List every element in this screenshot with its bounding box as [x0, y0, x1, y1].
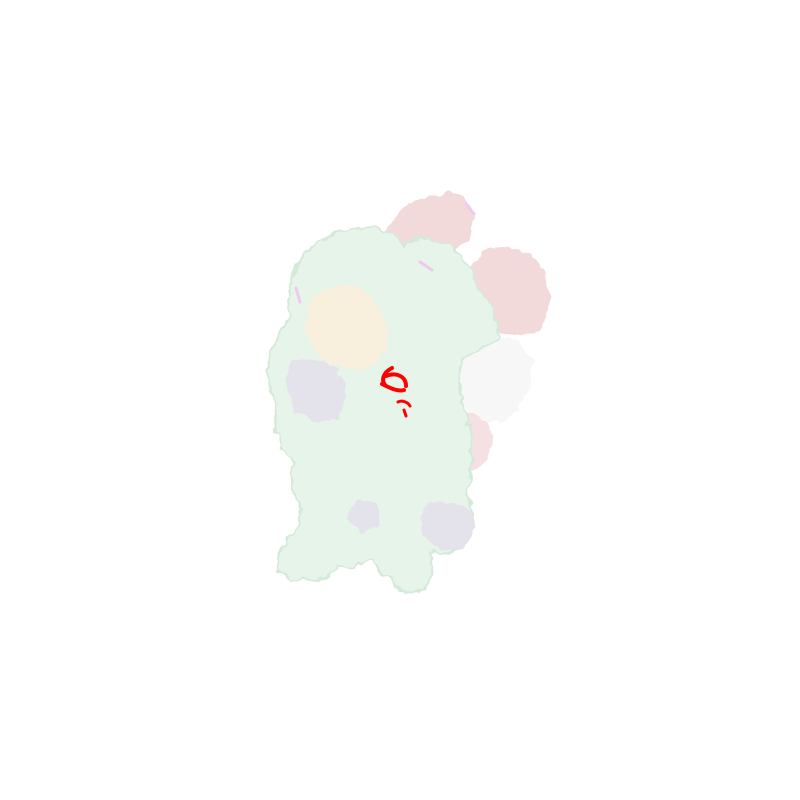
lavender-domain-bottom — [420, 500, 475, 550]
red-ligand-highlight — [380, 366, 412, 418]
lavender-domain-left — [286, 358, 346, 422]
cream-domain — [306, 285, 388, 370]
lavender-domain-bottom-small — [348, 501, 382, 532]
magenta-trace — [294, 202, 476, 304]
